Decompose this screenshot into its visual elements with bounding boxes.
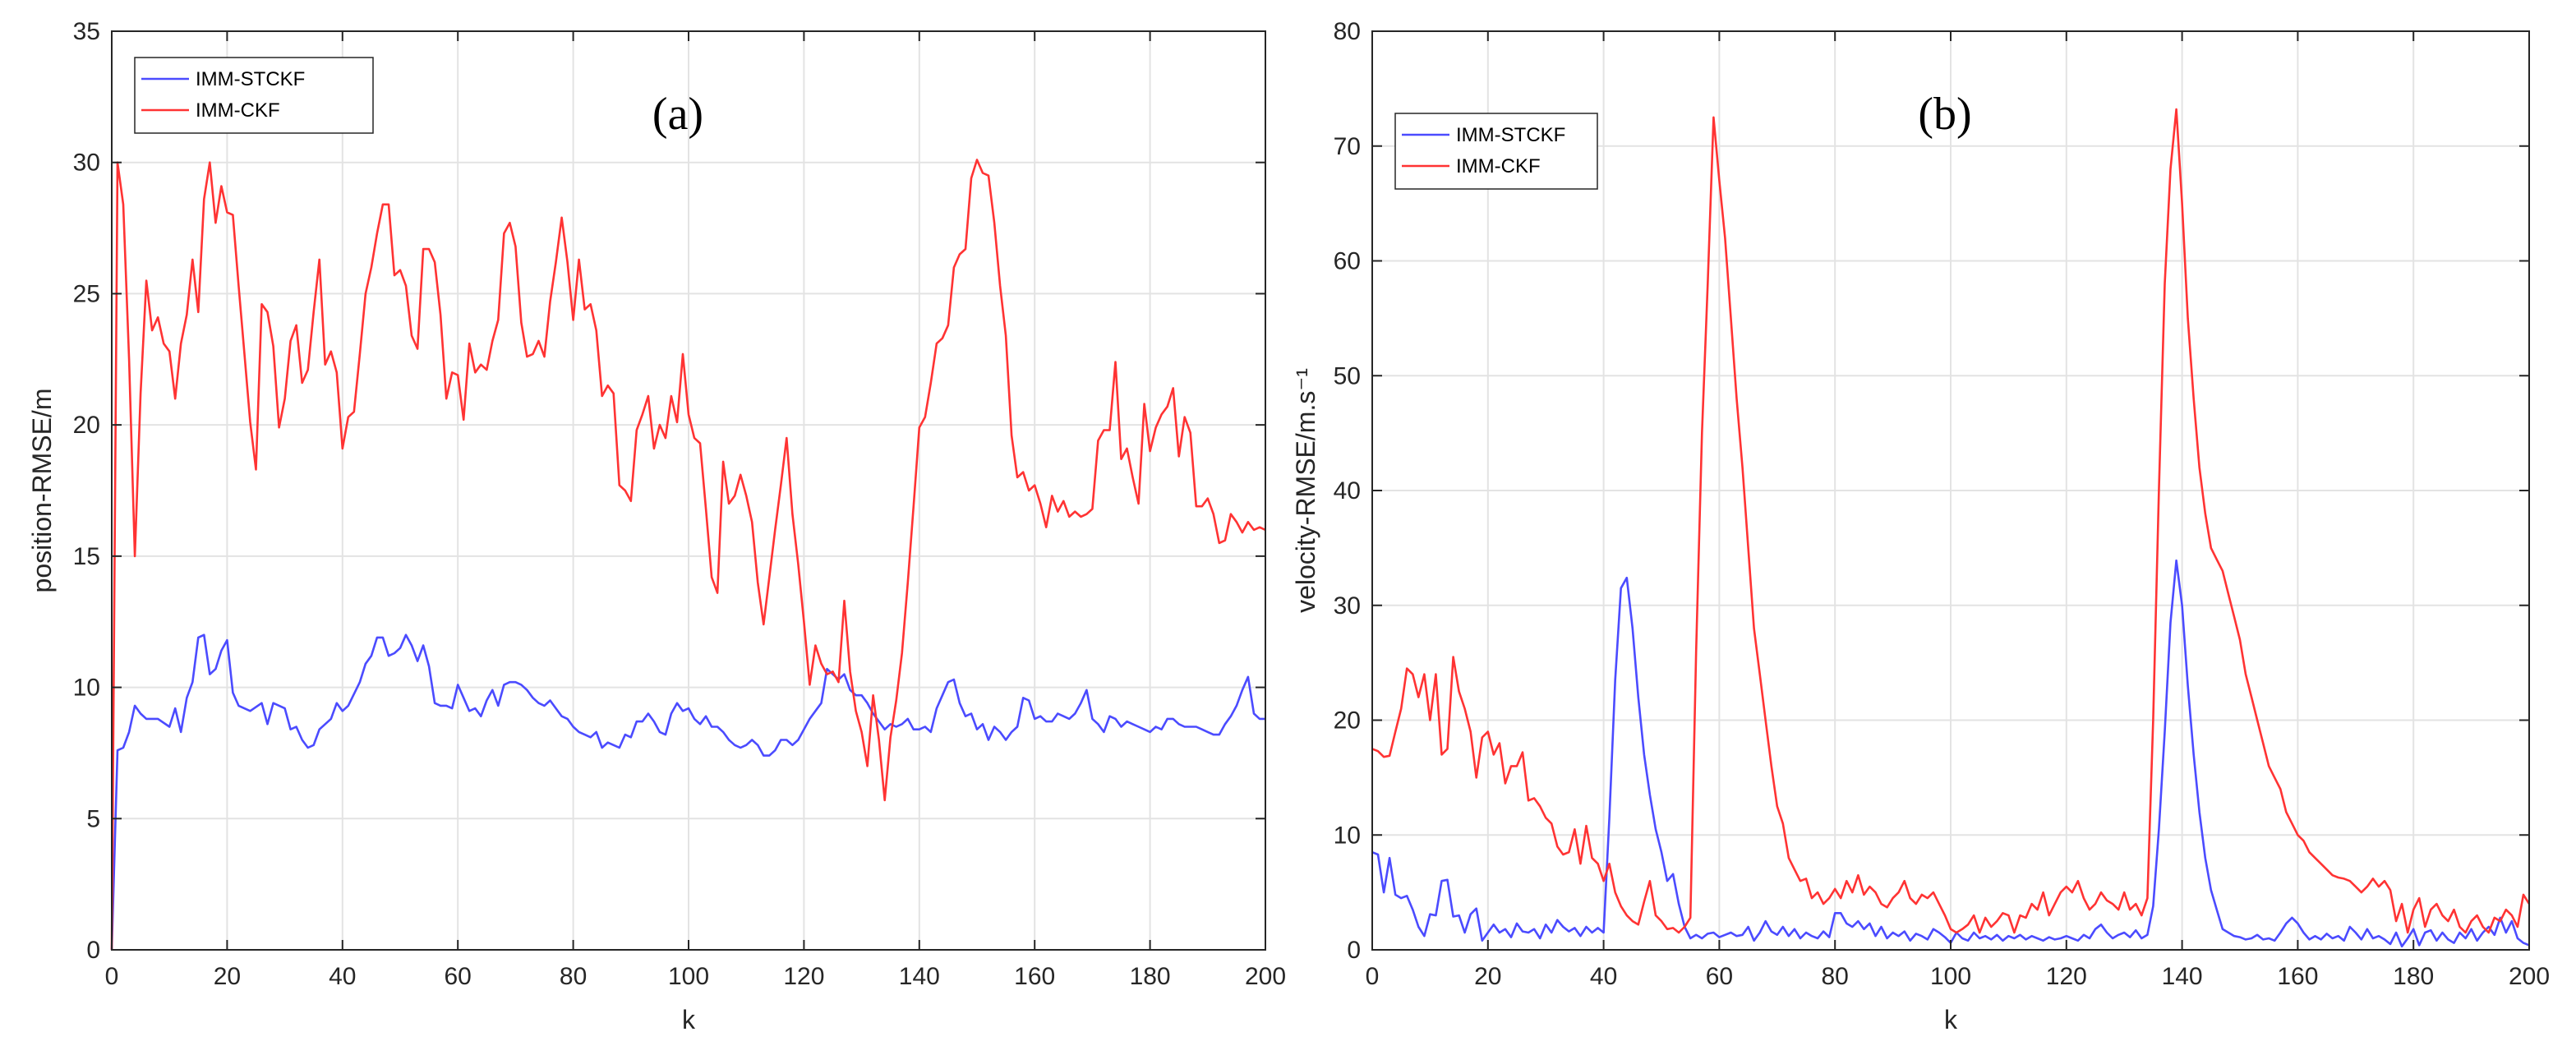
panel-a-x-axis-label: k bbox=[682, 1005, 696, 1034]
panel-b-y-tick-label: 10 bbox=[1334, 822, 1361, 849]
panel-a-series-imm-ckf bbox=[110, 159, 1266, 951]
panel-b-x-tick-label: 40 bbox=[1590, 963, 1617, 990]
panel-a-y-tick-label: 10 bbox=[73, 675, 100, 702]
panel-a-x-tick-label: 60 bbox=[445, 963, 472, 990]
panel-a-y-tick-label: 15 bbox=[73, 543, 100, 570]
panel-a-legend-label: IMM-STCKF bbox=[196, 68, 305, 90]
panel-b-y-tick-label: 60 bbox=[1334, 248, 1361, 275]
panel-a-x-tick-label: 140 bbox=[899, 963, 940, 990]
panel-a-series-imm-stckf bbox=[110, 633, 1265, 951]
panel-a-y-tick-label: 35 bbox=[73, 18, 100, 45]
panel-a-position-rmse: 0 20 40 60 80 100 120 140 160 180 200 0 5 10 15 20 25 30 3… bbox=[27, 18, 1286, 1034]
panel-a-legend-box bbox=[134, 57, 374, 134]
panel-a-x-tick-label: 200 bbox=[1245, 963, 1286, 990]
panel-a-x-tick-label: 160 bbox=[1014, 963, 1055, 990]
panel-b-y-tick-label: 40 bbox=[1334, 477, 1361, 504]
panel-b-x-tick-label: 160 bbox=[2277, 963, 2318, 990]
panel-b-x-tick-label: 20 bbox=[1474, 963, 1501, 990]
panel-b-x-tick-label: 100 bbox=[1930, 963, 1971, 990]
panel-b-x-tick-label: 120 bbox=[2046, 963, 2087, 990]
panel-b-legend-label: IMM-STCKF bbox=[1456, 124, 1565, 146]
panel-b-y-tick-label: 70 bbox=[1334, 133, 1361, 160]
panel-b-series-imm-ckf bbox=[1371, 108, 2531, 934]
panel-b-x-tick-label: 80 bbox=[1822, 963, 1849, 990]
panel-a-x-tick-label: 180 bbox=[1130, 963, 1171, 990]
panel-a-legend: IMM-STCKF IMM-CKF bbox=[134, 57, 374, 134]
panel-a-legend-label: IMM-CKF bbox=[196, 99, 280, 122]
panel-a-y-tick-label: 30 bbox=[73, 150, 100, 177]
panel-b-y-tick-label: 30 bbox=[1334, 592, 1361, 620]
panel-b-label: (b) bbox=[1918, 89, 1971, 140]
panel-a-label: (a) bbox=[652, 89, 703, 140]
panel-b-x-tick-label: 0 bbox=[1366, 963, 1380, 990]
panel-a-x-tick-label: 20 bbox=[214, 963, 241, 990]
panel-b-legend: IMM-STCKF IMM-CKF bbox=[1394, 113, 1598, 190]
panel-b-x-tick-label: 60 bbox=[1706, 963, 1733, 990]
panel-b-x-tick-label: 180 bbox=[2393, 963, 2434, 990]
panel-a-x-tick-label: 120 bbox=[783, 963, 824, 990]
panel-b-velocity-rmse: 0 20 40 60 80 100 120 140 160 180 200 0 10 20 30 40 50 60… bbox=[1291, 18, 2550, 1034]
panel-a-y-axis-label: position-RMSE/m bbox=[27, 389, 57, 593]
panel-b-legend-label: IMM-CKF bbox=[1456, 155, 1541, 177]
panel-a-y-tick-label: 0 bbox=[86, 937, 100, 964]
panel-a-y-tick-label: 5 bbox=[86, 805, 100, 832]
panel-b-y-tick-label: 50 bbox=[1334, 362, 1361, 389]
panel-a-y-tick-label: 25 bbox=[73, 280, 100, 307]
panel-a-y-tick-label: 20 bbox=[73, 412, 100, 439]
panel-a-x-tick-label: 40 bbox=[329, 963, 356, 990]
panel-b-y-tick-label: 80 bbox=[1334, 18, 1361, 45]
panel-a-x-tick-label: 80 bbox=[560, 963, 587, 990]
panel-b-y-axis-label: velocity-RMSE/m.s⁻¹ bbox=[1291, 368, 1320, 613]
panel-b-x-axis-label: k bbox=[1944, 1005, 1958, 1034]
panel-a-x-tick-label: 0 bbox=[105, 963, 119, 990]
panel-b-y-tick-label: 20 bbox=[1334, 707, 1361, 735]
panel-b-x-tick-label: 140 bbox=[2162, 963, 2203, 990]
panel-b-y-tick-label: 0 bbox=[1347, 937, 1361, 964]
panel-b-legend-box bbox=[1394, 113, 1598, 190]
panel-b-x-tick-label: 200 bbox=[2509, 963, 2550, 990]
panel-a-x-tick-label: 100 bbox=[668, 963, 709, 990]
